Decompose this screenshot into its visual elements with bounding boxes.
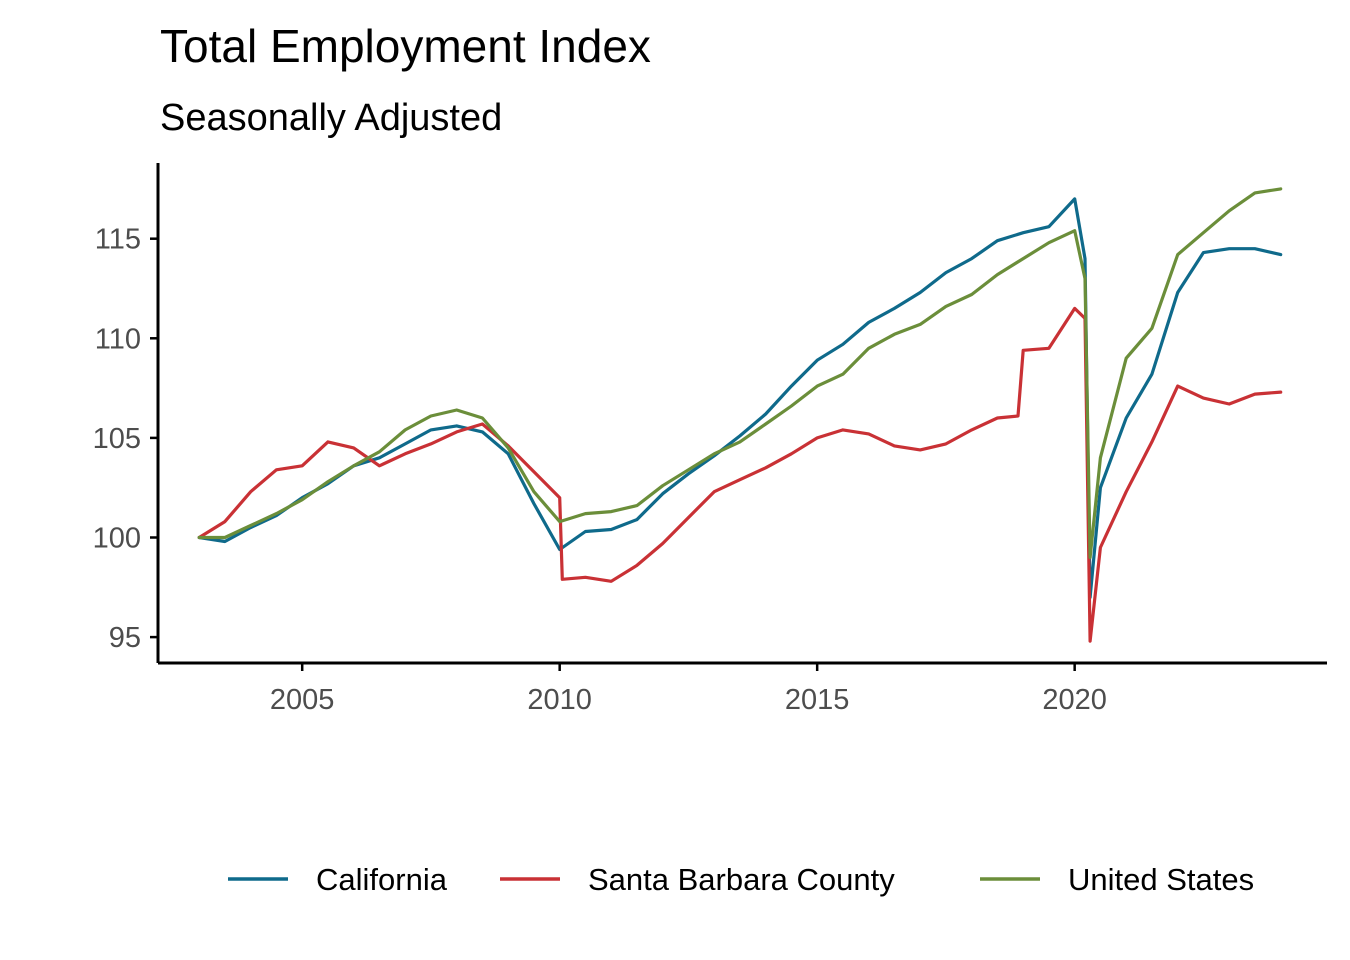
legend-label-united-states: United States [1068, 862, 1254, 897]
x-tick-label: 2005 [270, 684, 335, 716]
y-tick-label: 105 [93, 423, 141, 455]
series-line-santa-barbara-county [197, 306, 1283, 643]
x-tick-label: 2015 [785, 684, 850, 716]
y-tick-label: 95 [109, 622, 141, 654]
axes [156, 163, 1327, 665]
series-line-united-states [197, 187, 1283, 559]
legend-label-california: California [316, 862, 448, 897]
chart-subtitle: Seasonally Adjusted [160, 97, 502, 139]
legend-label-santa-barbara-county: Santa Barbara County [588, 862, 895, 897]
x-tick-label: 2020 [1042, 684, 1107, 716]
axis-ticks: 95 100 105 110 115 2005 2010 2015 2020 [93, 224, 1107, 716]
series-line-california [197, 197, 1283, 599]
series-lines [197, 187, 1283, 643]
x-tick-label: 2010 [527, 684, 592, 716]
y-tick-label: 100 [93, 523, 141, 555]
y-tick-label: 115 [95, 224, 141, 256]
y-tick-label: 110 [95, 323, 141, 355]
chart-title: Total Employment Index [160, 20, 651, 72]
legend: California Santa Barbara County United Sta… [228, 862, 1254, 897]
